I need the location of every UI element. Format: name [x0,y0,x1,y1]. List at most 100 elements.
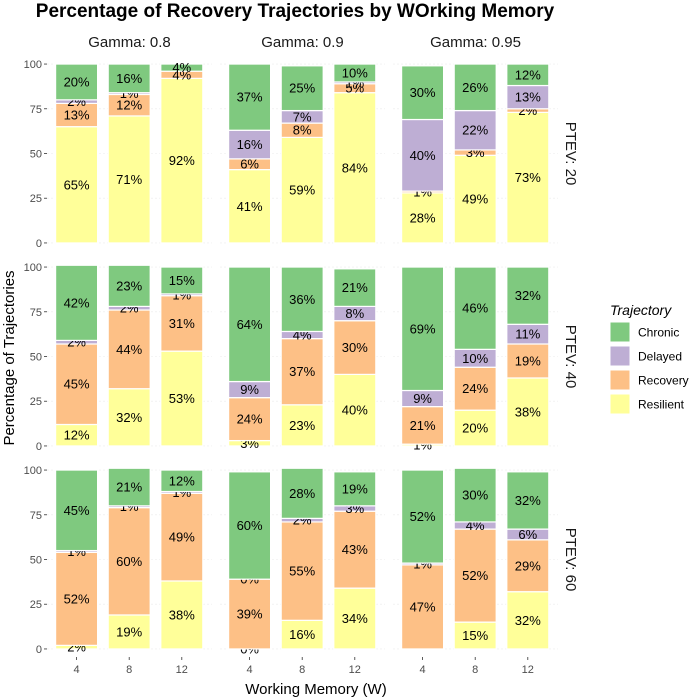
bar-segment-chronic [160,266,204,295]
bar-segment-recovery [107,507,151,616]
x-axis-title: Working Memory (W) [245,681,386,698]
data-label-recovery: 52% [462,568,488,583]
y-tick-label: 100 [24,59,42,71]
bar-segment-recovery [280,521,324,621]
bar-segment-recovery [333,510,377,589]
panel-r0-c0: 65%13%2%20%71%12%1%16%92%4%4% [47,60,212,244]
bar-segment-chronic [228,63,272,131]
bar-segment-recovery [107,309,151,390]
data-label-resilient: 15% [462,628,488,643]
legend-swatch-delayed [609,345,631,367]
panel-r2-c0: 2%52%1%45%19%60%1%21%38%49%1%12% [47,467,212,655]
data-label-delayed: 9% [413,391,432,406]
y-tick-label: 75 [30,104,42,116]
data-label-chronic: 21% [116,480,142,495]
data-label-recovery: 45% [64,377,90,392]
bar-segment-resilient [333,587,377,650]
data-label-resilient: 38% [169,607,195,622]
y-tick-label: 50 [30,352,42,364]
data-label-recovery: 5% [345,81,364,96]
bar-segment-recovery [506,539,550,593]
data-label-resilient: 59% [289,183,315,198]
x-tick-label: 8 [472,664,478,676]
y-tick-label: 0 [36,238,42,250]
facet-strip-row-0: PTEV: 20 [562,122,579,186]
panel-r0-c1: 41%6%16%37%59%8%7%25%84%5%1%10% [220,63,385,244]
bar-segment-chronic [333,63,377,83]
data-label-recovery: 21% [410,418,436,433]
x-tick-label: 4 [247,664,253,676]
data-label-delayed: 16% [237,137,263,152]
bar-segment-chronic [453,266,497,350]
bar-segment-resilient [107,388,151,447]
data-label-delayed: 13% [515,90,541,105]
legend: Trajectory Chronic Delayed Recovery Resilien… [609,302,689,415]
facet-strip-col-0: Gamma: 0.8 [88,34,171,51]
data-label-chronic: 12% [169,473,195,488]
panel-r1-c0: 12%45%2%42%32%44%2%23%53%31%1%15% [47,264,212,447]
data-label-chronic: 12% [515,67,541,82]
data-label-resilient: 53% [169,391,195,406]
legend-title: Trajectory [610,302,672,318]
bar-segment-chronic [54,264,99,341]
x-tick-label: 4 [420,664,426,676]
y-tick-label: 75 [30,510,42,522]
bar-segment-chronic [54,469,99,552]
data-label-chronic: 23% [116,278,142,293]
data-label-recovery: 29% [515,558,541,573]
bar-segment-resilient [280,404,324,447]
panel-r1-c2: 1%21%9%69%20%24%10%46%38%19%11%32% [393,266,558,453]
y-tick-label: 25 [30,396,42,408]
bar-segment-recovery [453,528,497,623]
legend-label-chronic: Chronic [638,326,679,340]
data-label-resilient: 73% [515,170,541,185]
data-label-recovery: 6% [240,157,259,172]
data-label-recovery: 55% [289,564,315,579]
bar-segment-resilient [160,77,204,244]
y-tick-label: 75 [30,307,42,319]
legend-swatch-chronic [609,321,631,343]
bar-segment-chronic [107,63,151,94]
data-label-resilient: 16% [289,627,315,642]
data-label-resilient: 84% [342,160,368,175]
bar-segment-chronic [333,268,377,308]
data-label-chronic: 69% [410,321,436,336]
data-label-resilient: 92% [169,153,195,168]
data-label-chronic: 10% [342,65,368,80]
bar-segment-chronic [506,63,550,87]
data-label-chronic: 42% [64,295,90,310]
data-label-chronic: 52% [410,509,436,524]
bar-segment-chronic [401,65,445,121]
bar-segment-delayed [228,129,272,160]
data-label-resilient: 19% [116,624,142,639]
data-label-recovery: 60% [116,554,142,569]
data-label-recovery: 37% [289,364,315,379]
data-label-recovery: 43% [342,542,368,557]
data-label-delayed: 11% [515,327,540,342]
data-label-recovery: 52% [64,591,90,606]
data-label-recovery: 24% [462,381,488,396]
data-label-recovery: 39% [237,607,263,622]
data-label-chronic: 16% [116,71,142,86]
y-tick-label: 50 [30,149,42,161]
data-label-chronic: 46% [462,301,488,316]
bar-segment-chronic [506,471,550,530]
legend-swatch-recovery [609,369,631,391]
y-tick-label: 100 [24,465,42,477]
data-label-recovery: 49% [169,530,195,545]
legend-label-recovery: Recovery [638,374,689,388]
bar-segment-chronic [453,467,497,523]
y-tick-label: 25 [30,193,42,205]
bar-segment-chronic [160,469,204,493]
data-label-resilient: 28% [410,210,436,225]
data-label-delayed: 40% [410,148,436,163]
bar-segment-chronic [54,63,99,101]
legend-label-delayed: Delayed [638,350,682,364]
facet-strip-row-1: PTEV: 40 [562,325,579,389]
bar-segment-chronic [401,469,445,564]
data-label-chronic: 28% [289,486,315,501]
bar-segment-chronic [280,467,324,519]
data-label-delayed: 7% [293,109,312,124]
data-label-chronic: 36% [289,292,315,307]
data-label-chronic: 60% [237,518,263,533]
